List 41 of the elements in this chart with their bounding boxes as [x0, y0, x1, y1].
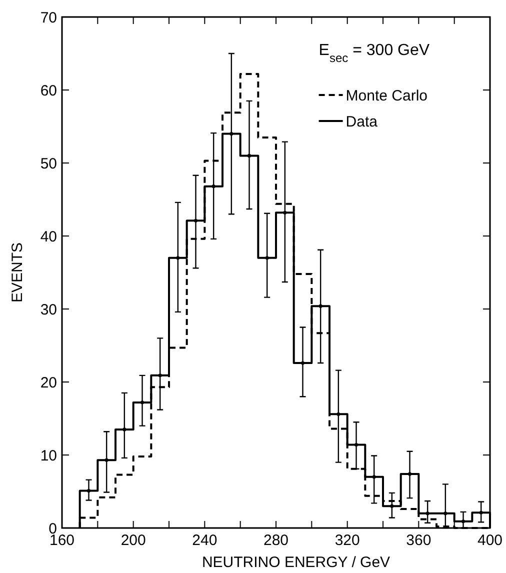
y-tick-label: 40 [40, 228, 57, 246]
point [444, 512, 448, 516]
point [158, 374, 162, 378]
point [390, 504, 394, 508]
point [461, 520, 466, 524]
x-tick-label: 240 [192, 532, 218, 549]
point [230, 132, 234, 136]
y-tick-label: 10 [40, 447, 57, 464]
point [479, 510, 483, 514]
point [336, 412, 340, 416]
point [86, 488, 91, 493]
x-tick-label: 320 [334, 532, 360, 549]
x-tick-label: 360 [406, 532, 432, 549]
y-tick-label: 50 [40, 155, 57, 172]
point [140, 400, 144, 404]
point [176, 256, 180, 260]
y-tick-label: 30 [40, 301, 57, 318]
point [212, 184, 216, 188]
point [122, 428, 126, 432]
point [372, 475, 376, 479]
x-tick-label: 200 [120, 532, 146, 549]
point [318, 304, 322, 308]
point [194, 218, 198, 222]
x-tick-label: 400 [477, 532, 503, 549]
y-tick-label: 20 [40, 374, 57, 392]
legend-label: Data [346, 113, 378, 130]
y-tick-label: 60 [40, 82, 57, 100]
x-axis-title: NEUTRINO ENERGY / GeV [202, 554, 390, 571]
point [265, 256, 269, 260]
y-tick-label: 70 [40, 9, 57, 26]
point [283, 210, 287, 214]
point [408, 472, 412, 476]
point [247, 154, 252, 158]
point [300, 361, 305, 365]
point [354, 442, 358, 447]
annotation: E$_{sec}$ = 300 GeV [318, 42, 430, 65]
point [426, 512, 430, 516]
point [104, 458, 108, 462]
y-axis-title: EVENTS [9, 242, 26, 303]
x-tick-label: 280 [263, 532, 289, 549]
legend-label: Monte Carlo [346, 87, 428, 104]
